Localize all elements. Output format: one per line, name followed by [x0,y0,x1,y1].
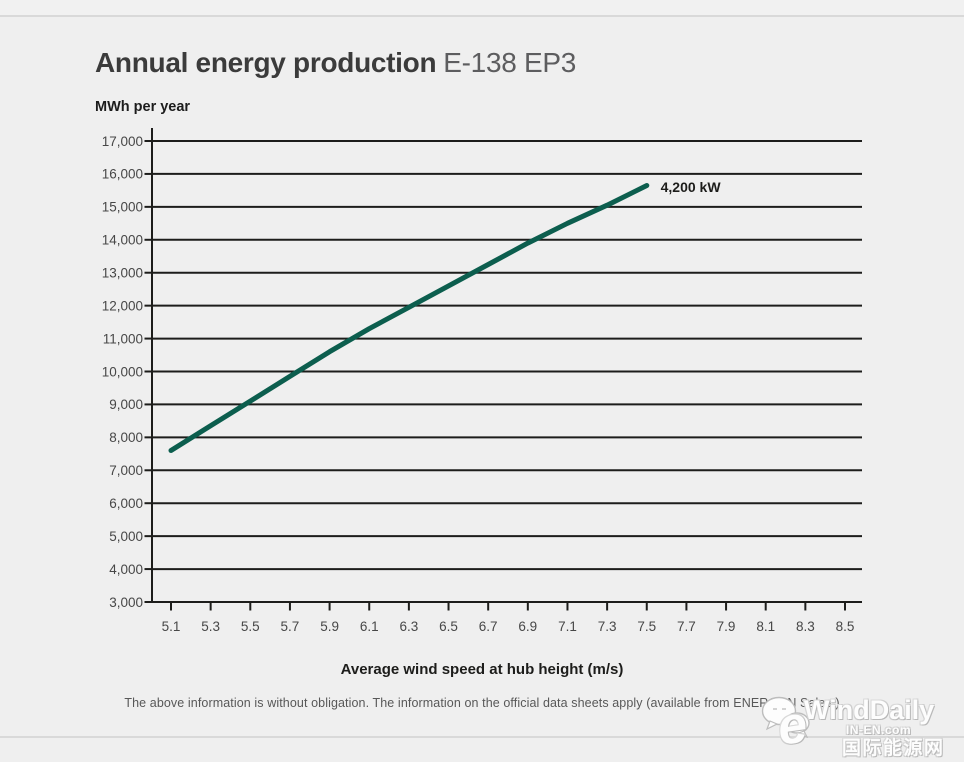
disclaimer-text: The above information is without obligat… [124,696,840,710]
x-tick-label: 7.3 [598,619,617,634]
x-tick-label: 5.1 [162,619,181,634]
x-tick-label: 6.3 [399,619,418,634]
page-title: Annual energy production E-138 EP3 [95,47,576,79]
y-tick-label: 7,000 [109,463,143,478]
y-tick-label: 4,000 [109,562,143,577]
y-tick-label: 6,000 [109,496,143,511]
top-strip [0,0,964,15]
x-tick-label: 5.3 [201,619,220,634]
x-tick-label: 7.1 [558,619,577,634]
x-tick-label: 8.5 [836,619,855,634]
top-divider [0,15,964,17]
in-en-site-url: IN-EN.com [846,723,912,737]
y-tick-label: 3,000 [109,595,143,610]
y-tick-label: 12,000 [102,298,143,313]
power-rating-annotation: 4,200 kW [661,179,722,195]
x-tick-label: 7.9 [717,619,736,634]
y-tick-label: 8,000 [109,430,143,445]
page-title-main: Annual energy production [95,47,437,78]
production-curve [168,183,650,453]
y-tick-label: 9,000 [109,397,143,412]
x-tick-label: 6.9 [518,619,537,634]
x-tick-label: 8.1 [756,619,775,634]
y-tick-label: 11,000 [103,331,143,346]
x-tick-label: 7.5 [637,619,656,634]
x-tick-label: 7.7 [677,619,696,634]
y-tick-label: 15,000 [102,200,143,215]
x-tick-label: 5.5 [241,619,260,634]
y-tick-label: 13,000 [102,266,143,281]
y-tick-label: 5,000 [109,529,143,544]
y-tick-label: 10,000 [102,364,143,379]
page-title-model: E-138 EP3 [443,47,576,78]
x-tick-label: 5.7 [281,619,300,634]
x-tick-label: 8.3 [796,619,815,634]
x-tick-label: 6.5 [439,619,458,634]
y-tick-label: 16,000 [102,167,143,182]
x-tick-label: 6.1 [360,619,379,634]
y-tick-label: 17,000 [102,134,143,149]
annual-energy-production-chart: 17,000 16,000 15,000 14,000 13,000 12,000 11,0… [102,128,862,634]
x-tick-label: 6.7 [479,619,498,634]
y-axis-unit-label: MWh per year [95,99,191,115]
x-axis-title: Average wind speed at hub height (m/s) [340,661,624,678]
y-tick-label: 14,000 [102,233,143,248]
bottom-divider [0,736,964,738]
x-tick-label: 5.9 [320,619,339,634]
